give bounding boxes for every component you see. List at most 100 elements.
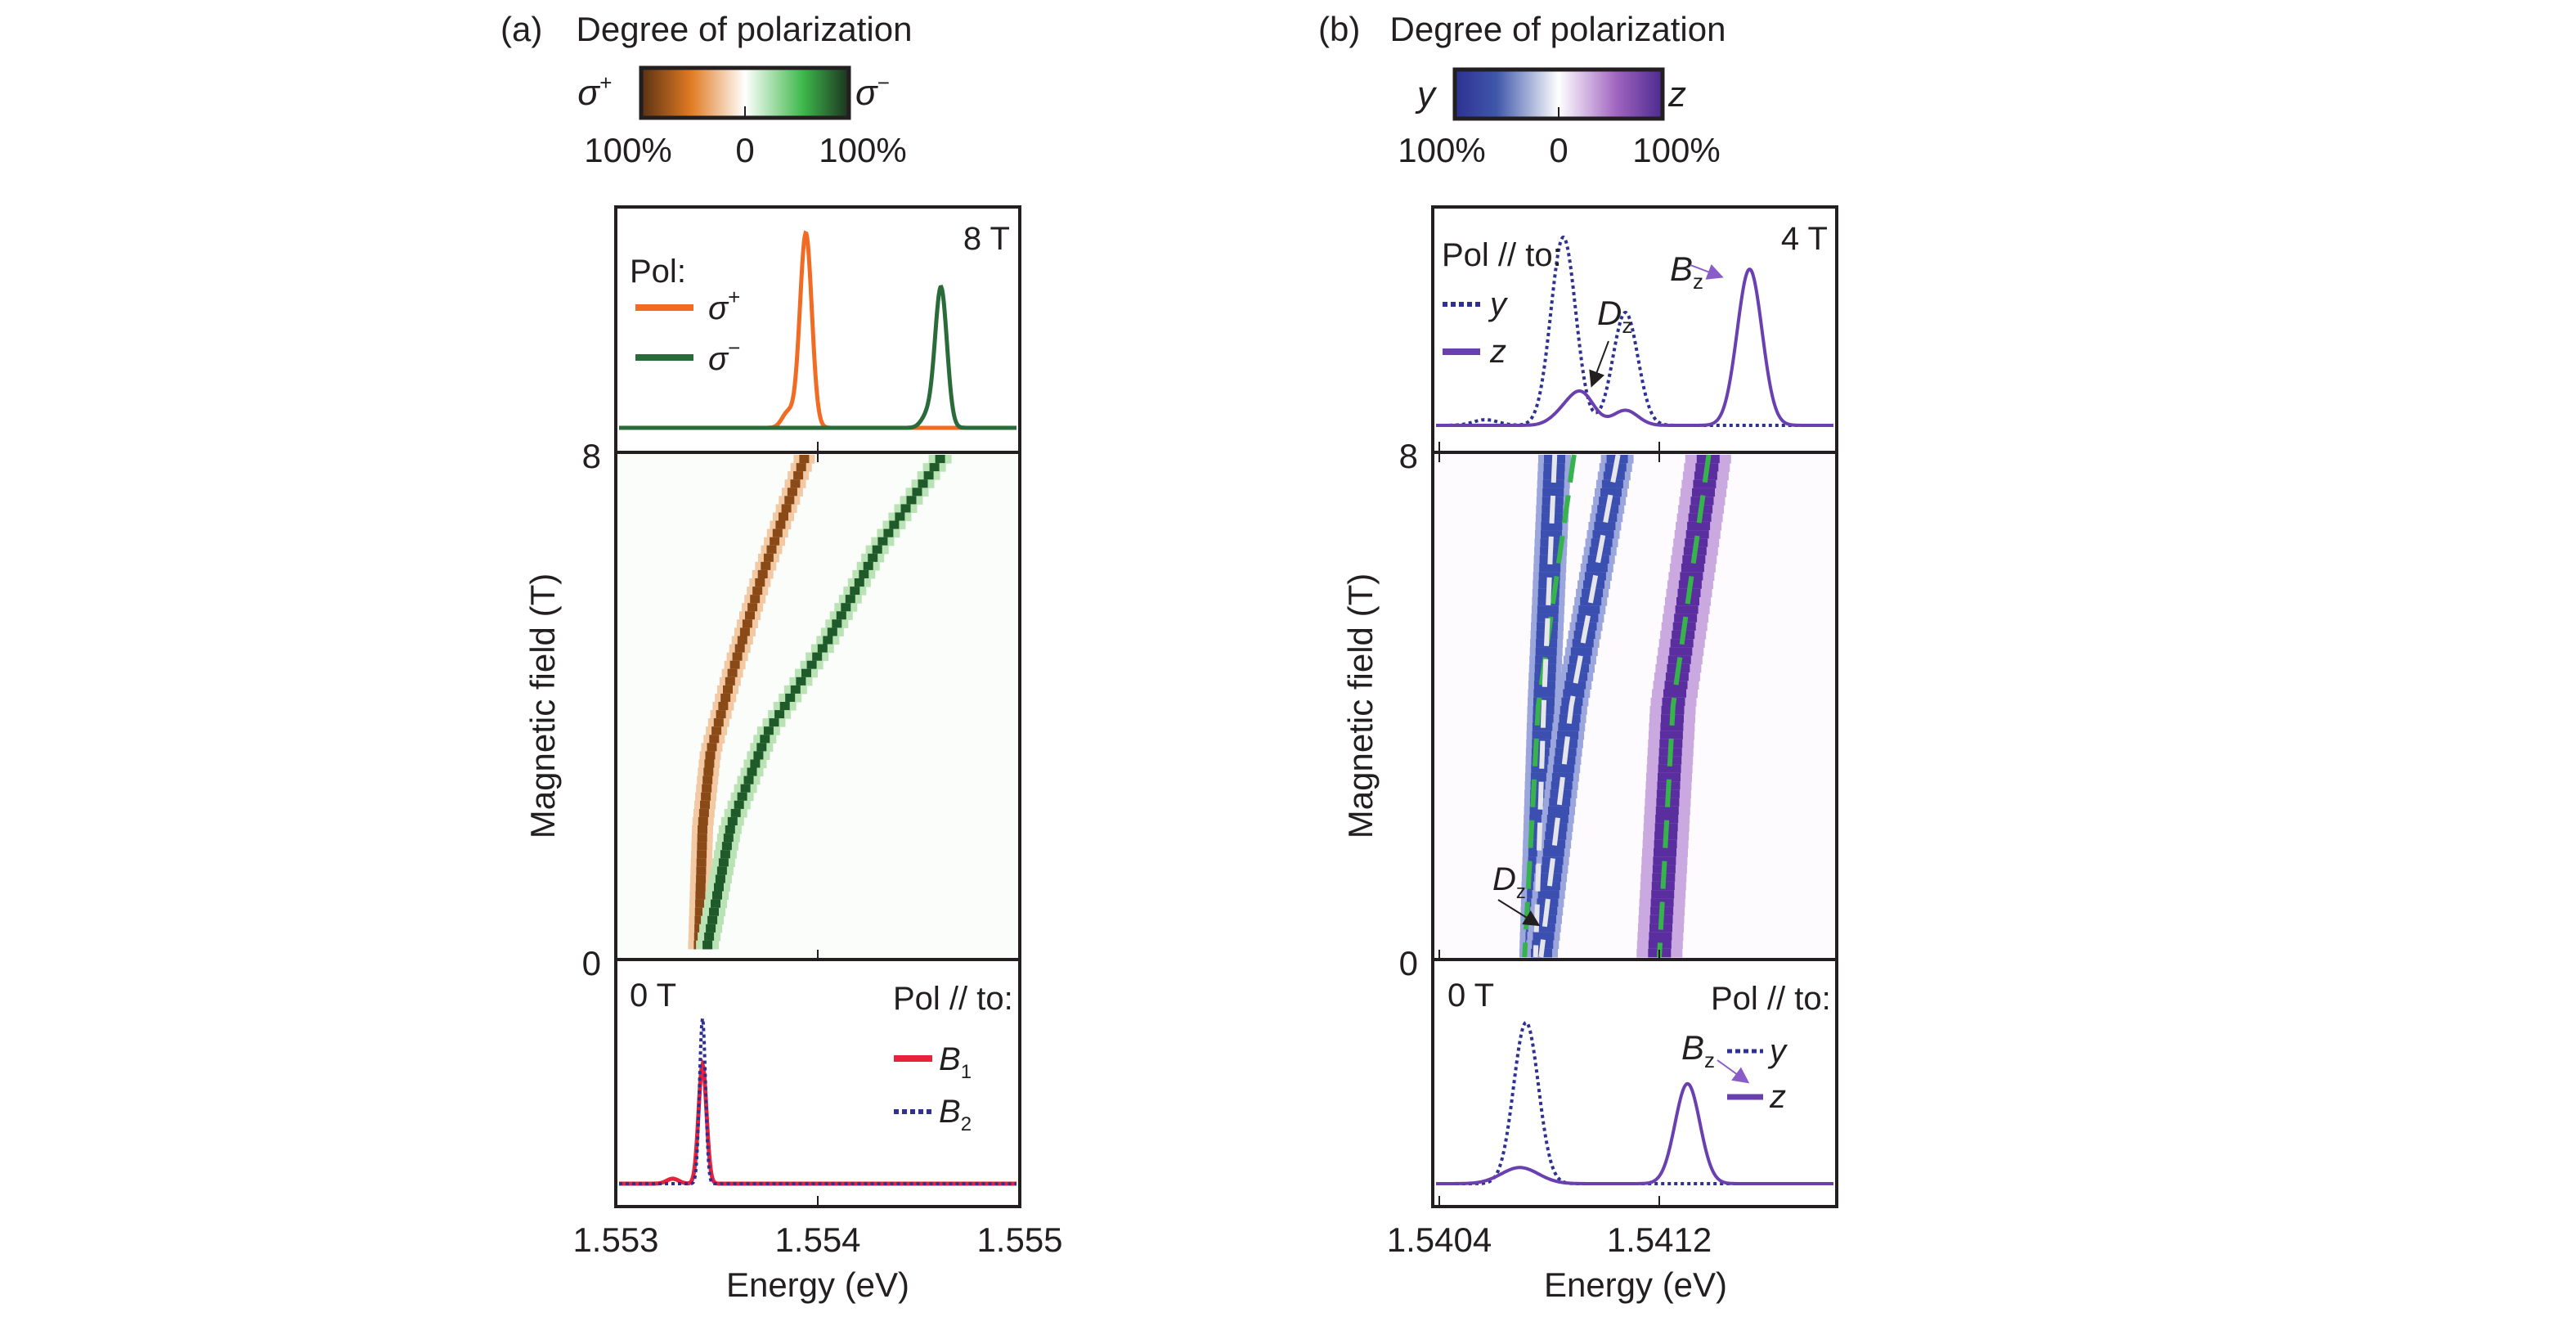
map-cell [702, 784, 712, 793]
colorbar-b-tick-left: 100% [1398, 131, 1485, 169]
map-cell [923, 471, 934, 480]
map-cell [721, 842, 732, 851]
map-cell [737, 636, 747, 645]
map-cell [1578, 605, 1600, 614]
map-cell [779, 702, 790, 711]
map-cell [779, 512, 788, 522]
series-line-B2 [619, 1018, 1016, 1185]
map-cell [1687, 521, 1711, 531]
map-cell [912, 488, 922, 497]
map-cell [706, 924, 716, 933]
map-cell [1692, 488, 1715, 497]
map-cell [720, 693, 731, 703]
map-cell [769, 718, 779, 727]
colorbar-b-left-label: y [1415, 74, 1438, 115]
map-cell [1533, 689, 1555, 699]
map-cell [711, 726, 722, 735]
xaxis-b-tick-1: 1.5412 [1607, 1220, 1712, 1259]
annotation-b-map-dz: Dz [1492, 861, 1526, 903]
map-cell [781, 504, 792, 513]
map-cell [1529, 806, 1551, 816]
legend-b-top-title: Pol // to: [1442, 237, 1562, 273]
map-cell [1541, 521, 1563, 531]
spectrum-b-top-frame [1431, 205, 1838, 454]
spectrum-b-top-lines [1436, 236, 1833, 427]
map-a-background [616, 452, 1020, 960]
panel-a: (a) Degree of polarization σ+ σ− 100% 0 … [500, 10, 1063, 1304]
map-cell [1601, 479, 1623, 489]
map-cell [772, 528, 783, 538]
series-line-z [1436, 267, 1833, 427]
spectrum-a-top-field-label: 8 T [963, 221, 1010, 257]
legend-a-top-sigma-minus-label: σ− [708, 335, 740, 377]
map-cell [859, 569, 869, 579]
fit-line-2 [1657, 454, 1712, 958]
map-cell [1663, 689, 1686, 699]
xaxis-a-tick-0: 1.553 [572, 1220, 658, 1259]
map-cell [709, 735, 720, 744]
map-cell [1542, 479, 1564, 489]
colorbar-a-tick-center: 0 [735, 131, 754, 169]
map-cell [732, 652, 743, 662]
fit-line-1 [1538, 454, 1621, 958]
map-b-background [1433, 452, 1837, 960]
spectrum-a-bottom-lines [619, 1018, 1016, 1186]
panel-a-label: (a) [500, 10, 542, 48]
map-cell [785, 693, 796, 703]
map-cell [747, 603, 758, 612]
map-cell [1655, 815, 1679, 824]
map-cell [695, 883, 706, 892]
map-cell [716, 710, 726, 719]
map-cell [696, 874, 707, 883]
map-cell [715, 874, 725, 883]
map-cell [1658, 764, 1681, 774]
map-cell [766, 545, 777, 555]
map-cell [1563, 689, 1585, 699]
map-cell [705, 751, 716, 760]
map-cell [1533, 924, 1555, 933]
map-cell [712, 891, 722, 901]
map-cell [836, 611, 846, 620]
map-cell [1539, 564, 1561, 573]
fit-line-0 [1533, 454, 1558, 958]
map-cell [1558, 722, 1580, 732]
map-cell [1693, 479, 1717, 489]
legend-b-top-z-label: z [1489, 334, 1506, 370]
map-cell [1660, 722, 1684, 732]
map-cell [740, 784, 751, 793]
map-cell [745, 611, 755, 620]
map-cell [1537, 605, 1559, 614]
map-cell [755, 578, 765, 587]
map-cell [750, 759, 761, 769]
map-cell [1664, 681, 1688, 690]
map-cell [823, 636, 833, 645]
map-cell [841, 603, 851, 612]
map-cell [863, 561, 873, 571]
annotation-b-bottom-bz-arrow [1717, 1059, 1750, 1084]
map-cell [698, 816, 708, 826]
map-a-marks [688, 455, 952, 950]
map-a-ytick-0: 0 [582, 944, 601, 982]
xaxis-b-tick-0: 1.5404 [1387, 1220, 1492, 1259]
map-a: 8 0 Magnetic field (T) [523, 437, 1021, 982]
annotation-b-top-bz-arrow [1690, 263, 1724, 280]
map-cell [895, 512, 905, 522]
map-cell [1538, 881, 1560, 891]
map-cell [1669, 647, 1693, 657]
map-cell [1649, 932, 1672, 941]
map-cell [854, 578, 864, 587]
map-cell [929, 463, 940, 472]
legend-b-bottom-z-label: z [1769, 1079, 1786, 1115]
series-line-σ− [619, 285, 1016, 430]
annotation-b-map-dz-arrow [1497, 899, 1541, 927]
spectrum-a-bottom: 0 T Pol // to: B1 B2 [614, 958, 1021, 1208]
map-cell [1685, 530, 1709, 539]
map-cell [1542, 488, 1564, 497]
map-cell [900, 504, 911, 513]
map-cell [1564, 681, 1586, 690]
map-cell [694, 915, 705, 925]
map-cell [727, 668, 738, 678]
legend-a-bottom-b2-label: B2 [939, 1094, 972, 1135]
map-cell [790, 685, 801, 694]
